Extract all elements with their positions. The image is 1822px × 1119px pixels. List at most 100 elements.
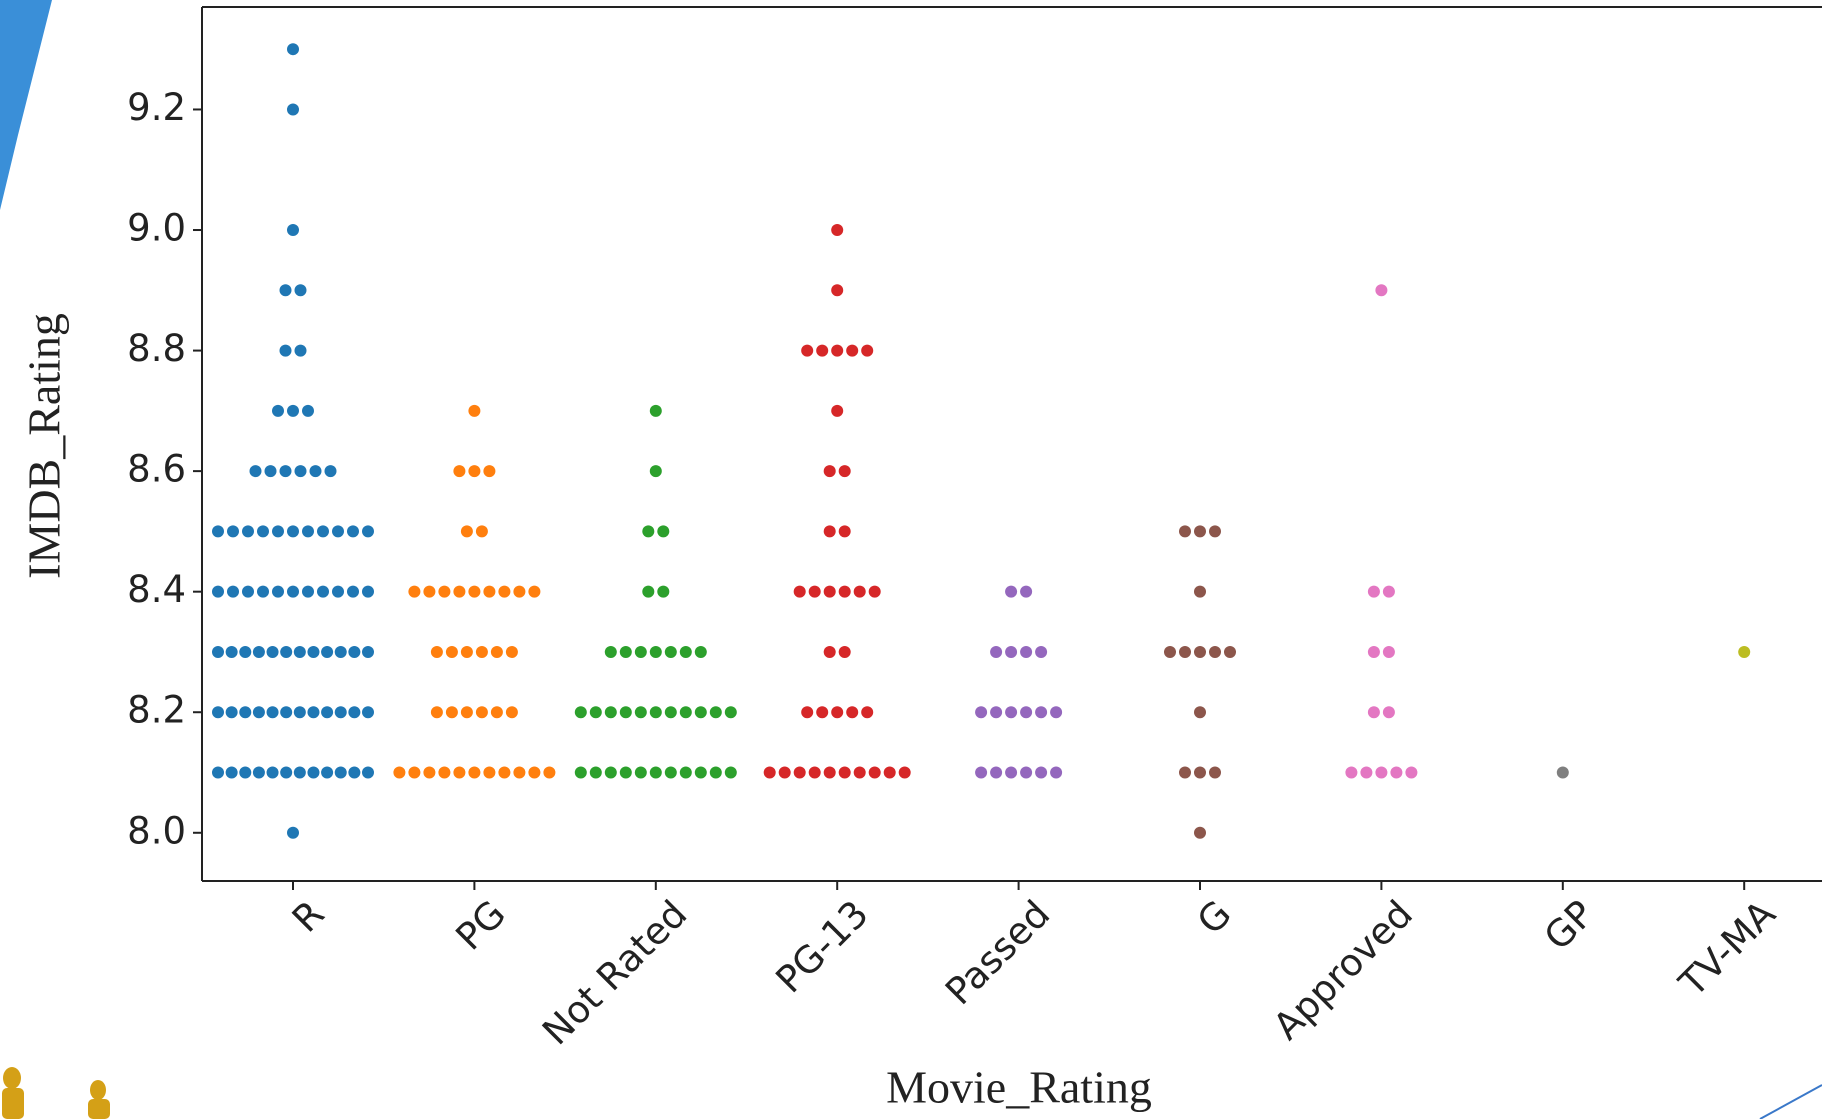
dot [1050, 766, 1063, 779]
dot [252, 766, 265, 779]
dot [438, 585, 451, 598]
dot [642, 585, 655, 598]
dot [861, 706, 874, 719]
dot [861, 344, 874, 357]
x-tick-label: Approved [1265, 892, 1421, 1048]
dot [649, 706, 662, 719]
dot [1005, 706, 1018, 719]
dot [1345, 766, 1358, 779]
dot [438, 766, 451, 779]
dot [1405, 766, 1418, 779]
dot [1194, 826, 1206, 839]
dot [294, 465, 307, 478]
dot [212, 585, 224, 598]
dot [649, 645, 662, 658]
dot [649, 766, 662, 779]
dot [460, 706, 473, 719]
y-tick-label: 8.0 [127, 809, 186, 852]
dot [990, 766, 1003, 779]
dot [423, 766, 436, 779]
dot [302, 404, 314, 417]
dot [294, 344, 307, 357]
dot [1382, 706, 1395, 719]
dot [321, 645, 334, 658]
x-tick-label: R [284, 892, 333, 941]
dot [453, 585, 466, 598]
dot [1209, 525, 1221, 538]
dot [280, 706, 293, 719]
dot [287, 404, 299, 417]
dot [242, 525, 254, 538]
dot [846, 706, 859, 719]
dot [266, 645, 279, 658]
dot [1035, 706, 1048, 719]
dot [212, 766, 224, 779]
dot [604, 766, 617, 779]
dot [679, 766, 692, 779]
dot [823, 585, 836, 598]
dot [808, 585, 821, 598]
dot [266, 766, 279, 779]
dot [272, 585, 284, 598]
dot [975, 766, 988, 779]
dot [898, 766, 911, 779]
dot [257, 585, 269, 598]
dot [257, 525, 269, 538]
dot [294, 284, 307, 297]
y-tick-label: 9.0 [127, 207, 186, 250]
dot [831, 706, 844, 719]
dot [362, 706, 374, 719]
dot [642, 525, 655, 538]
dot [619, 766, 632, 779]
dot [324, 465, 337, 478]
dot [393, 766, 406, 779]
dot [823, 465, 836, 478]
dot [468, 585, 481, 598]
dot [468, 404, 481, 417]
dot [334, 706, 347, 719]
dot [1375, 766, 1388, 779]
dot [490, 706, 503, 719]
dot [574, 706, 587, 719]
dot [679, 645, 692, 658]
dot [249, 465, 262, 478]
dot [408, 585, 421, 598]
dot [227, 525, 239, 538]
dot [460, 645, 473, 658]
dot [823, 645, 836, 658]
dot [604, 645, 617, 658]
dot [838, 525, 851, 538]
dot [453, 766, 466, 779]
dot [239, 766, 252, 779]
dot [831, 344, 844, 357]
dot [347, 585, 359, 598]
dot [664, 766, 677, 779]
oscar-icons [2, 1067, 110, 1119]
dot [990, 645, 1003, 658]
dot [1179, 766, 1191, 779]
dot [634, 766, 647, 779]
dot [468, 465, 481, 478]
dot [287, 826, 299, 839]
dot [483, 766, 496, 779]
dot [657, 585, 670, 598]
dot [975, 706, 988, 719]
dot [838, 645, 851, 658]
dot [498, 585, 511, 598]
dot [498, 766, 511, 779]
x-tick-label: Passed [937, 892, 1058, 1013]
dot [1005, 766, 1018, 779]
dot [694, 766, 707, 779]
dot [1179, 525, 1191, 538]
dot [778, 766, 791, 779]
dot [317, 585, 329, 598]
x-tick-label: Not Rated [534, 892, 695, 1053]
dot [868, 585, 881, 598]
dot [1020, 585, 1033, 598]
dot [483, 465, 496, 478]
dot [490, 645, 503, 658]
dot [649, 465, 662, 478]
dot [317, 525, 329, 538]
dot [252, 645, 265, 658]
dot [460, 525, 473, 538]
